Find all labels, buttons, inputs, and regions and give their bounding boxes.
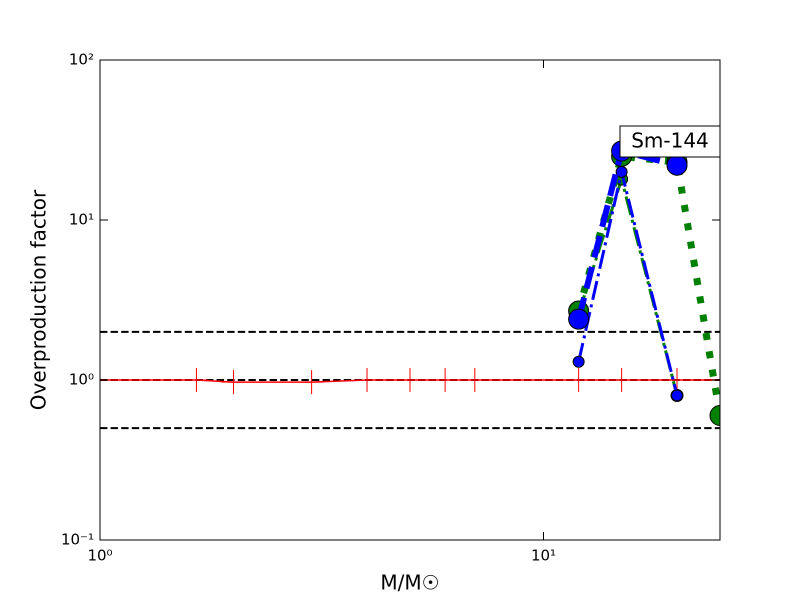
data-marker (572, 355, 585, 368)
data-marker (609, 368, 634, 392)
y-tick-label: 10¹ (69, 211, 94, 229)
annotation: Sm-144 (631, 129, 709, 153)
y-axis-label: Overproduction factor (27, 189, 51, 410)
annotation-box (619, 125, 721, 158)
data-marker (615, 165, 628, 178)
data-marker (568, 308, 590, 330)
data-marker (709, 404, 720, 426)
data-marker (665, 368, 690, 392)
data-marker (221, 370, 246, 395)
x-tick-label: 10⁰ (87, 547, 112, 565)
x-axis-label: M/M☉ (380, 571, 439, 595)
axes-frame (99, 59, 721, 541)
data-marker (671, 389, 684, 402)
data-marker (355, 368, 380, 392)
data-marker (566, 368, 591, 392)
data-marker (462, 368, 487, 392)
y-tick-label: 10⁻¹ (61, 531, 94, 549)
data-marker (299, 370, 324, 395)
x-tick-label: 10¹ (531, 547, 556, 565)
data-marker (184, 368, 209, 392)
y-tick-label: 10⁰ (69, 371, 94, 389)
data-marker (433, 368, 458, 392)
y-tick-label: 10² (69, 51, 94, 69)
data-marker (398, 368, 422, 392)
data-marker (666, 154, 688, 176)
plot-area (100, 140, 720, 430)
